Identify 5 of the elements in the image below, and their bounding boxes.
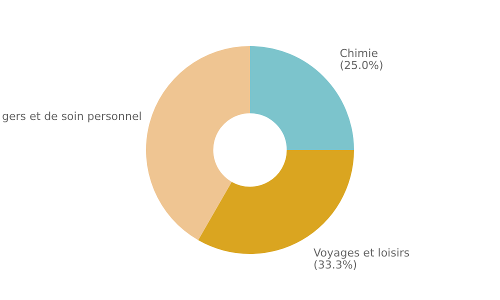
slice-label: gers et de soin personnel: [2, 110, 142, 124]
data-label: (33.3%): [314, 258, 358, 272]
slice-label: Voyages et loisirs: [314, 246, 410, 260]
slice-label: Chimie: [340, 47, 378, 60]
data-label: (25.0%): [340, 59, 384, 72]
